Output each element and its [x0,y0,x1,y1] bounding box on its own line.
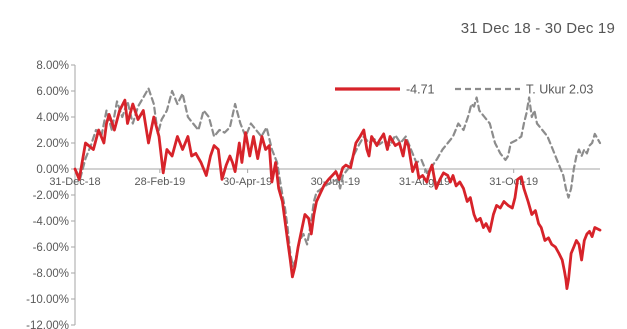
fund-series-line [73,98,602,290]
y-tick-label: -12.00% [26,320,69,329]
legend-label-benchmark: T. Ukur 2.03 [526,83,593,97]
x-tick-label: 31-Oct-19 [489,176,538,188]
series-layer [73,87,602,290]
y-tick-label: 8.00% [36,60,69,72]
x-tick-label: 30-Jun-19 [311,176,361,188]
x-tick-label: 31-Dec-18 [49,176,100,188]
y-tick-label: -6.00% [33,242,69,254]
chart-legend: -4.71 T. Ukur 2.03 [335,83,593,97]
legend-label-fund: -4.71 [406,83,435,97]
y-tick-label: 6.00% [36,86,69,98]
x-tick-label: 30-Apr-19 [223,176,272,188]
y-tick-label: 4.00% [36,112,69,124]
y-tick-label: -10.00% [26,294,69,306]
y-tick-label: 2.00% [36,138,69,150]
y-tick-label: -8.00% [33,268,69,280]
y-tick-label: -2.00% [33,190,69,202]
x-tick-label: 28-Feb-19 [134,176,185,188]
y-tick-label: -4.00% [33,216,69,228]
x-axis: 31-Dec-18 28-Feb-19 30-Apr-19 30-Jun-19 31-A… [49,169,538,188]
y-tick-label: 0.00% [36,164,69,176]
y-axis: 8.00% 6.00% 4.00% 2.00% 0.00% -2.00% -4.00% -6.… [26,60,75,329]
date-range-label: 31 Dec 18 - 30 Dec 19 [460,20,615,37]
